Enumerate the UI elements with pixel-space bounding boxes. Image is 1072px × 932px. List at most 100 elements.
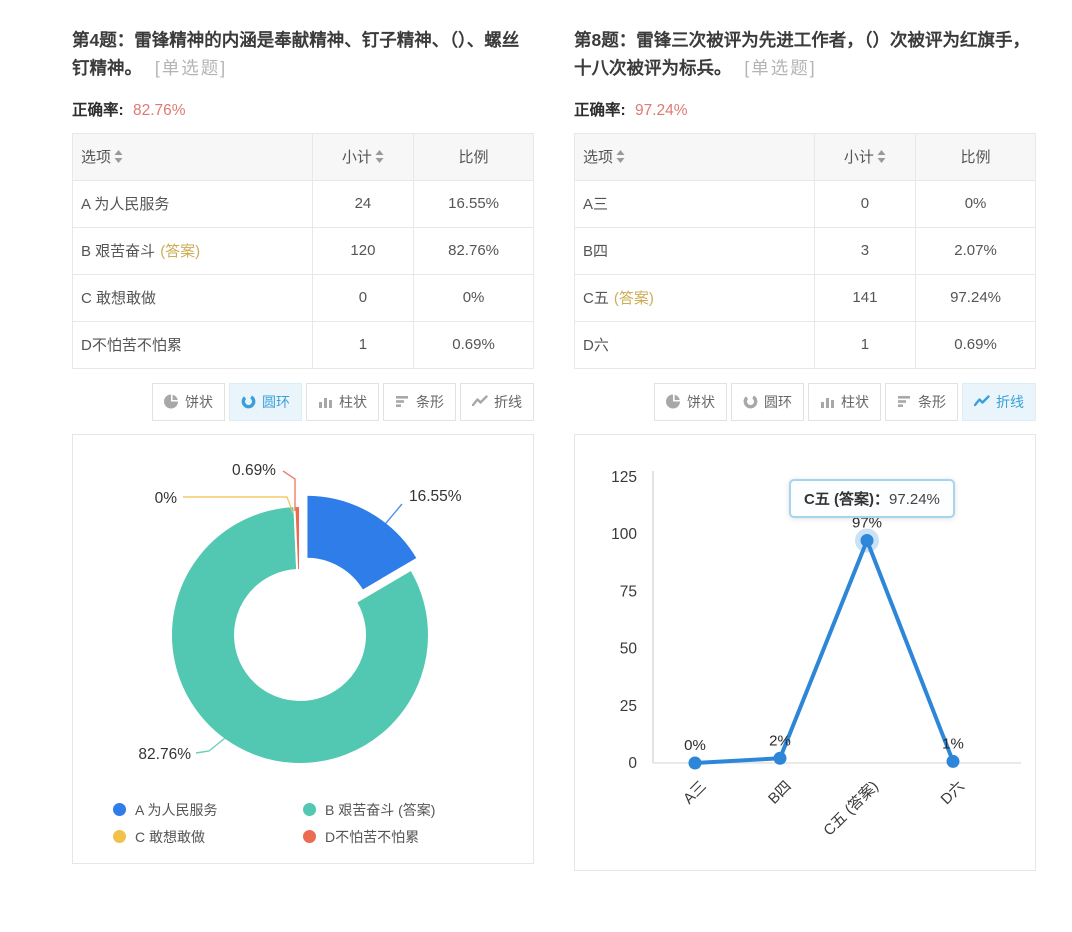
donut-slice[interactable] bbox=[293, 504, 301, 571]
count-cell: 1 bbox=[311, 320, 415, 369]
legend-item[interactable]: C 敢想敢做 bbox=[113, 827, 303, 847]
table-row: B 艰苦奋斗 (答案) 120 82.76% bbox=[72, 226, 534, 275]
count-cell: 120 bbox=[311, 226, 415, 275]
answer-tag: (答案) bbox=[160, 243, 201, 261]
chart-type-bar-button[interactable]: 条形 bbox=[885, 382, 958, 421]
count-cell: 141 bbox=[813, 273, 917, 322]
column-header-count[interactable]: 小计 bbox=[311, 132, 415, 181]
correct-rate-row: 正确率: 82.76% bbox=[72, 98, 534, 120]
column-header-label: 选项 bbox=[583, 149, 614, 167]
column-header-option[interactable]: 选项 bbox=[72, 132, 313, 181]
chart-legend: A 为人民服务 B 艰苦奋斗 (答案) C 敢想敢做 D不怕苦不怕累 bbox=[73, 800, 533, 863]
chart-type-pie-button[interactable]: 饼状 bbox=[152, 382, 225, 421]
option-cell: D六 bbox=[574, 320, 815, 369]
y-axis-tick-label: 125 bbox=[611, 469, 637, 486]
chart-type-label: 圆环 bbox=[262, 393, 290, 410]
y-axis-tick-label: 100 bbox=[611, 526, 637, 543]
table-row: D不怕苦不怕累 1 0.69% bbox=[72, 320, 534, 369]
legend-color-dot bbox=[113, 803, 126, 817]
line-chart-icon bbox=[974, 395, 990, 407]
label-leader-line bbox=[375, 503, 403, 536]
option-cell: C 敢想敢做 bbox=[72, 273, 313, 322]
ratio-cell: 82.76% bbox=[413, 226, 534, 275]
column-header-label: 选项 bbox=[81, 149, 112, 167]
correct-rate-value: 97.24% bbox=[634, 101, 688, 119]
tooltip-value: 97.24% bbox=[889, 490, 940, 508]
option-label: A 为人民服务 bbox=[81, 196, 170, 214]
label-leader-line bbox=[282, 470, 296, 511]
data-point[interactable] bbox=[860, 533, 874, 547]
chart-type-line-button[interactable]: 折线 bbox=[460, 382, 534, 421]
chart-type-pie-button[interactable]: 饼状 bbox=[654, 382, 727, 421]
chart-type-label: 柱状 bbox=[841, 393, 869, 410]
question-title-text: 第4题：雷锋精神的内涵是奉献精神、钉子精神、（）、螺丝钉精神。 bbox=[72, 30, 520, 79]
x-axis-category-label: A三 bbox=[680, 777, 710, 807]
option-label: C五 bbox=[583, 290, 609, 308]
sort-icon bbox=[375, 150, 384, 164]
table-row: A 为人民服务 24 16.55% bbox=[72, 179, 534, 228]
x-axis-category-label: D六 bbox=[938, 777, 968, 807]
line-chart[interactable]: 0 25 50 75 100 125 0% 2% 97% 1% A三 B四 C五 (答案) D六 bbox=[575, 435, 1035, 845]
column-header-count[interactable]: 小计 bbox=[813, 132, 917, 181]
legend-item[interactable]: B 艰苦奋斗 (答案) bbox=[303, 800, 493, 820]
donut-icon bbox=[743, 394, 758, 409]
ratio-cell: 97.24% bbox=[915, 273, 1036, 322]
correct-rate-value: 82.76% bbox=[132, 101, 186, 119]
x-axis-category-label: B四 bbox=[765, 777, 795, 807]
chart-type-label: 饼状 bbox=[185, 393, 213, 410]
donut-slice[interactable] bbox=[170, 504, 430, 765]
legend-item[interactable]: D不怕苦不怕累 bbox=[303, 827, 493, 847]
table-row: C五 (答案) 141 97.24% bbox=[574, 273, 1036, 322]
chart-type-donut-button[interactable]: 圆环 bbox=[229, 382, 302, 421]
donut-slice[interactable] bbox=[305, 493, 420, 592]
chart-type-column-button[interactable]: 柱状 bbox=[808, 382, 881, 421]
count-cell: 0 bbox=[813, 179, 917, 228]
ratio-cell: 0.69% bbox=[413, 320, 534, 369]
column-header-option[interactable]: 选项 bbox=[574, 132, 815, 181]
y-axis-tick-label: 25 bbox=[620, 697, 637, 714]
chart-type-line-button[interactable]: 折线 bbox=[962, 382, 1036, 421]
column-chart-icon bbox=[821, 398, 834, 409]
data-point[interactable] bbox=[946, 754, 960, 768]
data-point[interactable] bbox=[773, 751, 787, 765]
ratio-cell: 2.07% bbox=[915, 226, 1036, 275]
line-chart-icon bbox=[472, 395, 488, 407]
option-cell: C五 (答案) bbox=[574, 273, 815, 322]
option-label: A三 bbox=[583, 196, 609, 214]
y-axis-tick-label: 75 bbox=[620, 583, 637, 600]
option-label: C 敢想敢做 bbox=[81, 290, 157, 308]
line-series bbox=[693, 538, 955, 765]
sort-icon bbox=[616, 150, 625, 164]
donut-slice-label: 82.76% bbox=[138, 746, 191, 763]
donut-chart-panel: 16.55% 82.76% 0% 0.69% A 为人民服务 B 艰苦奋斗 (答案) C … bbox=[72, 433, 534, 864]
option-label: B四 bbox=[583, 243, 609, 261]
data-point[interactable] bbox=[688, 756, 702, 770]
table-row: B四 3 2.07% bbox=[574, 226, 1036, 275]
ratio-cell: 0% bbox=[915, 179, 1036, 228]
sort-icon bbox=[877, 150, 886, 164]
donut-chart[interactable]: 16.55% 82.76% 0% 0.69% bbox=[73, 435, 533, 787]
column-header-label: 小计 bbox=[341, 149, 372, 167]
option-cell: A三 bbox=[574, 179, 815, 228]
legend-item[interactable]: A 为人民服务 bbox=[113, 800, 303, 820]
data-point-label: 97% bbox=[852, 514, 882, 531]
correct-rate-label: 正确率: bbox=[72, 101, 124, 119]
label-leader-line bbox=[195, 729, 236, 754]
pie-icon bbox=[666, 394, 680, 409]
donut-slice-label: 16.55% bbox=[409, 488, 462, 505]
chart-type-label: 折线 bbox=[996, 393, 1024, 410]
chart-type-bar-button[interactable]: 条形 bbox=[383, 382, 456, 421]
y-axis-tick-label: 50 bbox=[620, 640, 638, 657]
chart-type-column-button[interactable]: 柱状 bbox=[306, 382, 379, 421]
bar-chart-icon bbox=[898, 396, 910, 408]
chart-tooltip: C五 (答案)：97.24% bbox=[789, 478, 955, 518]
option-label: D不怕苦不怕累 bbox=[81, 337, 182, 355]
option-label: D六 bbox=[583, 337, 609, 355]
chart-type-toolbar: 饼状 圆环 柱状 条形 折线 bbox=[574, 382, 1036, 421]
column-header-label: 比例 bbox=[458, 149, 489, 167]
chart-type-donut-button[interactable]: 圆环 bbox=[731, 382, 804, 421]
legend-color-dot bbox=[113, 830, 126, 844]
options-table: 选项 小计 比例 A 为人民服务 24 16.55% B 艰苦奋斗 (答案) 120 82.76… bbox=[72, 132, 534, 369]
column-header-ratio: 比例 bbox=[915, 132, 1036, 181]
count-cell: 24 bbox=[311, 179, 415, 228]
